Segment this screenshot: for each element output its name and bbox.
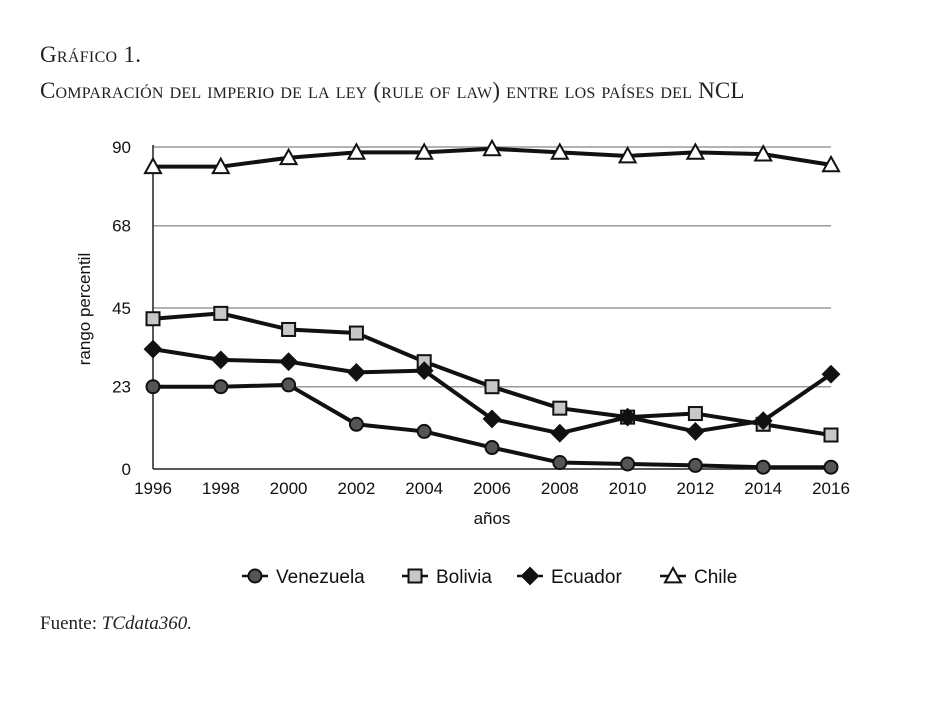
legend: Venezuela Bolivia Ecuador Chile [242,565,737,588]
data-point-chile [685,142,706,160]
data-point-venezuela [687,457,703,473]
legend-item-ecuador: Ecuador [517,566,622,588]
x-tick-label: 2000 [270,479,308,498]
data-point-chile [346,142,367,160]
x-tick-label: 2014 [744,479,782,498]
data-point-venezuela [416,423,432,439]
data-point-venezuela [823,459,839,475]
x-tick-label: 2012 [676,479,714,498]
data-point-ecuador [618,407,638,427]
data-point-venezuela [213,379,229,395]
legend-marker-ecuador [520,566,540,586]
line-chart: 0 23 45 68 90 1996 1998 2000 2002 2004 2006 2008 20… [75,138,850,588]
data-point-ecuador [211,350,231,370]
x-axis-title: años [474,509,511,528]
data-point-ecuador [482,409,502,429]
y-tick-label: 45 [112,299,131,318]
legend-item-bolivia: Bolivia [402,567,492,588]
x-tick-label: 2016 [812,479,850,498]
data-point-ecuador [143,339,163,359]
axes [152,145,831,470]
y-tick-label: 23 [112,378,131,397]
series-ecuador [143,339,841,443]
data-point-bolivia [552,400,568,416]
data-point-venezuela [145,379,161,395]
x-axis-ticks: 1996 1998 2000 2002 2004 2006 2008 2010 2012 2014… [134,479,850,498]
figure-number: Gráfico 1. [40,42,142,67]
x-tick-label: 2008 [541,479,579,498]
data-point-bolivia [484,379,500,395]
series-venezuela [145,377,839,475]
legend-marker-bolivia [407,568,423,584]
gridlines [153,146,831,388]
x-tick-label: 2004 [405,479,443,498]
legend-marker-venezuela [247,568,263,584]
y-axis-ticks: 0 23 45 68 90 [112,138,131,479]
data-point-ecuador [346,362,366,382]
series-lines [143,138,841,475]
data-point-chile [617,145,638,164]
data-point-bolivia [823,427,839,443]
data-point-ecuador [821,364,841,384]
data-point-chile [278,147,299,166]
data-point-bolivia [213,305,229,321]
data-point-bolivia [687,406,703,422]
y-axis-title: rango percentil [75,253,94,365]
data-point-venezuela [281,377,297,393]
data-point-ecuador [279,352,299,372]
data-point-chile [753,144,773,162]
data-point-chile [414,142,434,160]
data-point-ecuador [753,411,773,431]
data-point-venezuela [620,456,636,472]
data-point-bolivia [145,311,161,327]
source-label: Fuente: [40,613,97,634]
legend-label-chile: Chile [694,567,737,588]
x-tick-label: 2010 [609,479,647,498]
legend-marker-chile [663,565,683,584]
data-point-bolivia [281,321,297,337]
data-point-ecuador [550,423,570,443]
data-point-chile [211,156,231,175]
data-point-chile [482,138,502,157]
legend-label-ecuador: Ecuador [551,567,622,588]
legend-item-venezuela: Venezuela [242,567,365,588]
data-point-ecuador [685,422,705,441]
legend-label-bolivia: Bolivia [436,567,492,588]
series-chile [143,138,841,175]
data-point-venezuela [755,459,771,475]
x-tick-label: 1996 [134,479,172,498]
legend-item-chile: Chile [660,565,737,588]
data-point-venezuela [552,455,568,471]
data-point-venezuela [348,416,364,432]
x-tick-label: 1998 [202,479,240,498]
data-point-bolivia [348,325,364,341]
legend-label-venezuela: Venezuela [276,567,365,588]
data-point-chile [143,156,163,175]
figure-title: Comparación del imperio de la ley (rule … [40,78,745,103]
data-point-chile [821,154,841,173]
y-tick-label: 0 [122,460,131,479]
y-tick-label: 68 [112,217,131,236]
source-note: Fuente: TCdata360. [40,613,192,635]
data-point-chile [550,142,570,160]
y-tick-label: 90 [112,138,131,157]
data-point-ecuador [414,361,434,381]
data-point-venezuela [484,440,500,456]
x-tick-label: 2006 [473,479,511,498]
x-tick-label: 2002 [337,479,375,498]
source-value: TCdata360. [101,613,193,634]
